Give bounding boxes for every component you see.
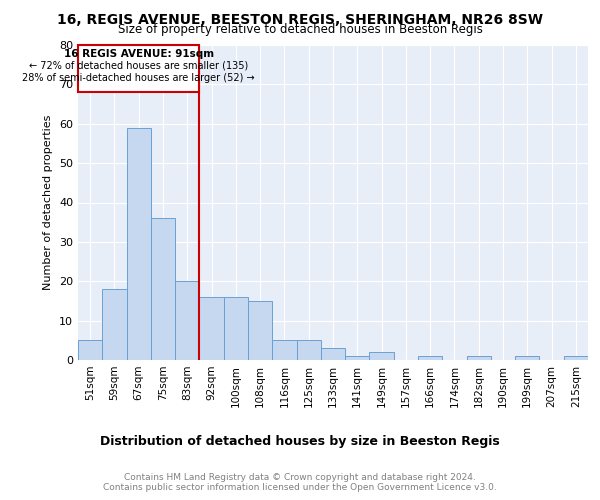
Text: Contains HM Land Registry data © Crown copyright and database right 2024.
Contai: Contains HM Land Registry data © Crown c… <box>103 473 497 492</box>
Bar <box>175 281 199 360</box>
Bar <box>564 356 588 360</box>
Bar <box>467 356 491 360</box>
Bar <box>102 289 127 360</box>
Bar <box>321 348 345 360</box>
Bar <box>296 340 321 360</box>
Bar <box>127 128 151 360</box>
Bar <box>345 356 370 360</box>
FancyBboxPatch shape <box>78 45 199 92</box>
Text: Distribution of detached houses by size in Beeston Regis: Distribution of detached houses by size … <box>100 435 500 448</box>
Bar <box>199 297 224 360</box>
Text: Size of property relative to detached houses in Beeston Regis: Size of property relative to detached ho… <box>118 22 482 36</box>
Bar <box>224 297 248 360</box>
Bar <box>515 356 539 360</box>
Bar <box>78 340 102 360</box>
Bar <box>370 352 394 360</box>
Bar <box>151 218 175 360</box>
Bar <box>418 356 442 360</box>
Y-axis label: Number of detached properties: Number of detached properties <box>43 115 53 290</box>
Text: ← 72% of detached houses are smaller (135): ← 72% of detached houses are smaller (13… <box>29 60 248 70</box>
Bar <box>248 301 272 360</box>
Text: 28% of semi-detached houses are larger (52) →: 28% of semi-detached houses are larger (… <box>22 72 255 83</box>
Text: 16 REGIS AVENUE: 91sqm: 16 REGIS AVENUE: 91sqm <box>64 49 214 59</box>
Text: 16, REGIS AVENUE, BEESTON REGIS, SHERINGHAM, NR26 8SW: 16, REGIS AVENUE, BEESTON REGIS, SHERING… <box>57 12 543 26</box>
Bar <box>272 340 296 360</box>
